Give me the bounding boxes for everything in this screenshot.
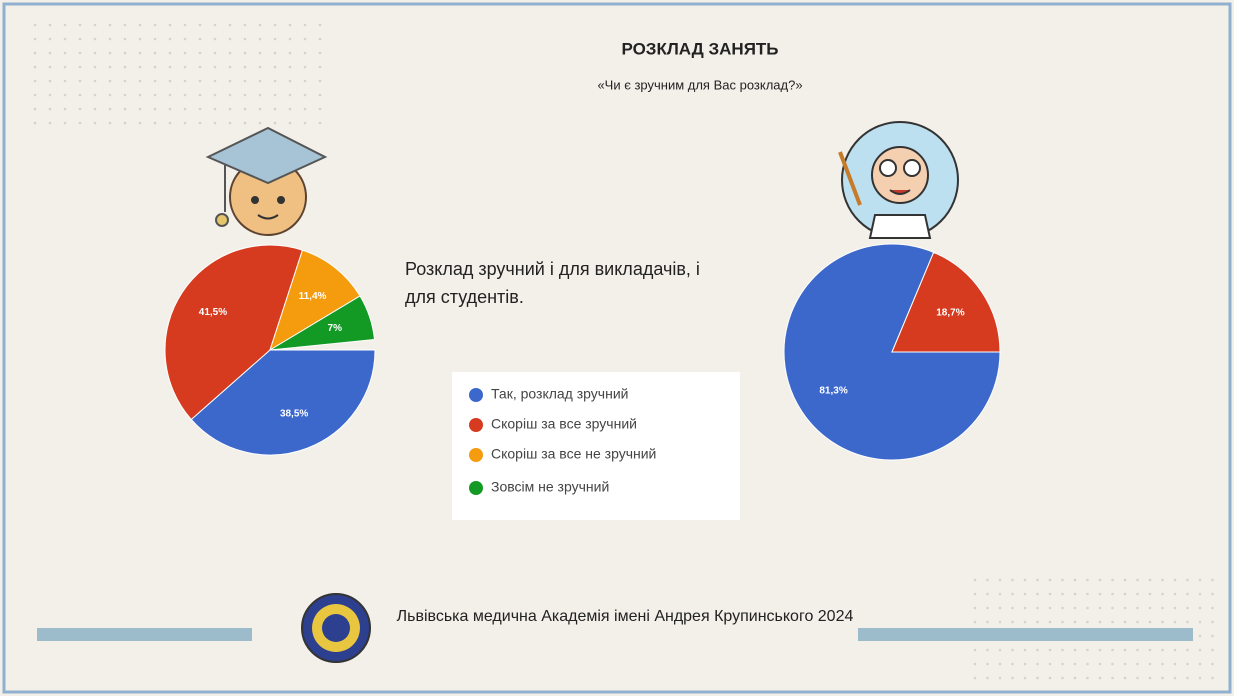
subtitle: «Чи є зручним для Вас розклад?»: [597, 77, 802, 92]
legend-label: Зовсім не зручний: [491, 479, 609, 495]
pie-slice: [164, 244, 304, 421]
slice-label: 7%: [328, 323, 343, 334]
decor-bar: [858, 628, 1193, 641]
legend-marker: [469, 388, 483, 402]
slice-label: 81,3%: [819, 386, 847, 397]
note: Розклад зручний і для викладачів, і для …: [405, 259, 700, 307]
pie-slice: [269, 295, 376, 351]
legend-label: Скоріш за все не зручний: [491, 446, 656, 462]
pie-slice: [269, 249, 361, 352]
slice-label: 11,4%: [299, 291, 327, 302]
pie-slice: [891, 251, 1001, 353]
decor-bar: [37, 628, 252, 641]
footer: Львівська медична Академія імені Андрея …: [396, 608, 854, 625]
slice-label: 38,5%: [280, 408, 308, 419]
legend-marker: [469, 448, 483, 462]
legend-box: [452, 372, 740, 520]
slice-label: 41,5%: [199, 307, 227, 318]
legend-label: Скоріш за все зручний: [491, 416, 637, 432]
title: РОЗКЛАД ЗАНЯТЬ: [621, 39, 778, 58]
professor-icon: [838, 121, 959, 239]
legend-marker: [469, 481, 483, 495]
slice-label: 18,7%: [936, 308, 964, 319]
academy-logo: [301, 593, 371, 663]
pie-slice: [783, 243, 1001, 461]
pie-slice: [190, 349, 376, 456]
legend-label: Так, розклад зручний: [491, 386, 628, 402]
legend-marker: [469, 418, 483, 432]
student-icon: [205, 126, 328, 236]
